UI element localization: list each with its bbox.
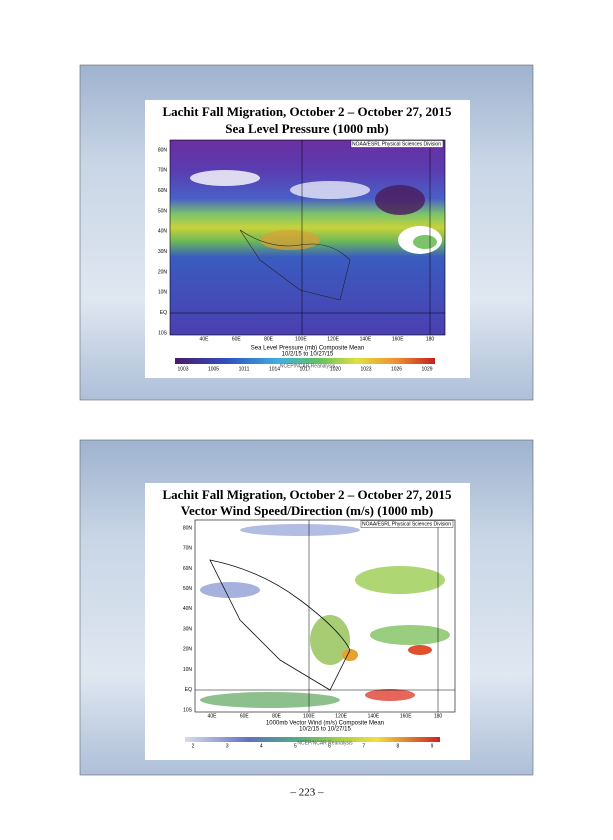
lat-label: 10N xyxy=(183,667,193,673)
slide-subtitle: Vector Wind Speed/Direction (m/s) (1000 … xyxy=(181,503,433,518)
lat-label: 10S xyxy=(158,330,168,336)
lat-label: 30N xyxy=(183,626,193,632)
credit: NOAA/ESRL Physical Sciences Division xyxy=(362,521,451,527)
slide-subtitle: Sea Level Pressure (1000 mb) xyxy=(225,121,388,136)
lon-label: 160E xyxy=(392,336,404,342)
lon-label: 100E xyxy=(303,713,315,719)
colorbar-label: 1017 xyxy=(299,366,310,372)
colorbar-label: 1003 xyxy=(177,366,188,372)
colorbar-label: 1011 xyxy=(239,366,250,372)
colorbar-label: 1026 xyxy=(391,366,402,372)
lat-label: 10N xyxy=(158,290,168,296)
lon-label: 160E xyxy=(400,713,412,719)
lat-label: 60N xyxy=(183,566,193,572)
lon-label: 40E xyxy=(208,713,218,719)
caption: Sea Level Pressure (mb) Composite Mean xyxy=(251,346,364,352)
lat-label: 60N xyxy=(158,188,168,194)
colorbar-label: 1029 xyxy=(421,366,432,372)
lat-label: 30N xyxy=(158,249,168,255)
lat-label: 10S xyxy=(183,707,193,713)
colorbar-label: 1005 xyxy=(208,366,219,372)
lon-label: 120E xyxy=(335,713,347,719)
lat-label: 20N xyxy=(183,647,193,653)
lon-label: 140E xyxy=(368,713,380,719)
lat-label: 40N xyxy=(183,606,193,612)
credit-box xyxy=(350,140,444,148)
date-range: 10/2/15 to 10/27/15 xyxy=(282,352,334,358)
lat-label: EQ xyxy=(160,310,167,316)
credit-box xyxy=(360,520,454,528)
colorbar-label: 1014 xyxy=(269,366,280,372)
lat-label: 40N xyxy=(158,229,168,235)
page-number: – 223 – xyxy=(290,787,325,799)
lat-label: 80N xyxy=(183,525,193,531)
lat-label: 50N xyxy=(158,208,168,214)
colorbar-label: 7 xyxy=(362,743,365,749)
lon-label: 60E xyxy=(240,713,250,719)
lon-label: 140E xyxy=(360,336,372,342)
lat-label: 20N xyxy=(158,269,168,275)
lon-label: 180 xyxy=(426,336,435,342)
colorbar-label: 4 xyxy=(260,743,263,749)
slide-title: Lachit Fall Migration, October 2 – Octob… xyxy=(162,487,452,502)
lon-label: 120E xyxy=(327,336,339,342)
lon-label: 80E xyxy=(272,713,282,719)
slide-1-frame xyxy=(79,64,534,401)
credit: NOAA/ESRL Physical Sciences Division xyxy=(352,141,441,147)
caption: 1000mb Vector Wind (m/s) Composite Mean xyxy=(266,721,384,727)
colorbar-label: 5 xyxy=(294,743,297,749)
colorbar-label: 2 xyxy=(192,743,195,749)
slide-title: Lachit Fall Migration, October 2 – Octob… xyxy=(162,104,452,119)
lat-label: 70N xyxy=(158,168,168,174)
lat-label: 70N xyxy=(183,546,193,552)
colorbar-label: 3 xyxy=(226,743,229,749)
lon-label: 100E xyxy=(295,336,307,342)
date-range: 10/2/15 to 10/27/15 xyxy=(299,727,351,733)
source: NCEP/NCAR Reanalysis xyxy=(280,363,336,369)
lat-label: 80N xyxy=(158,147,168,153)
lon-label: 40E xyxy=(200,336,210,342)
lon-label: 60E xyxy=(232,336,242,342)
slide-2-frame xyxy=(79,439,534,776)
lat-label: 50N xyxy=(183,586,193,592)
colorbar-label: 6 xyxy=(328,743,331,749)
colorbar-label: 9 xyxy=(431,743,434,749)
colorbar-label: 1020 xyxy=(330,366,341,372)
lat-label: EQ xyxy=(185,687,192,693)
source: NCEP/NCAR Reanalysis xyxy=(297,740,353,746)
lon-label: 180 xyxy=(434,713,443,719)
colorbar-label: 8 xyxy=(396,743,399,749)
lon-label: 80E xyxy=(264,336,274,342)
colorbar-label: 1023 xyxy=(360,366,371,372)
